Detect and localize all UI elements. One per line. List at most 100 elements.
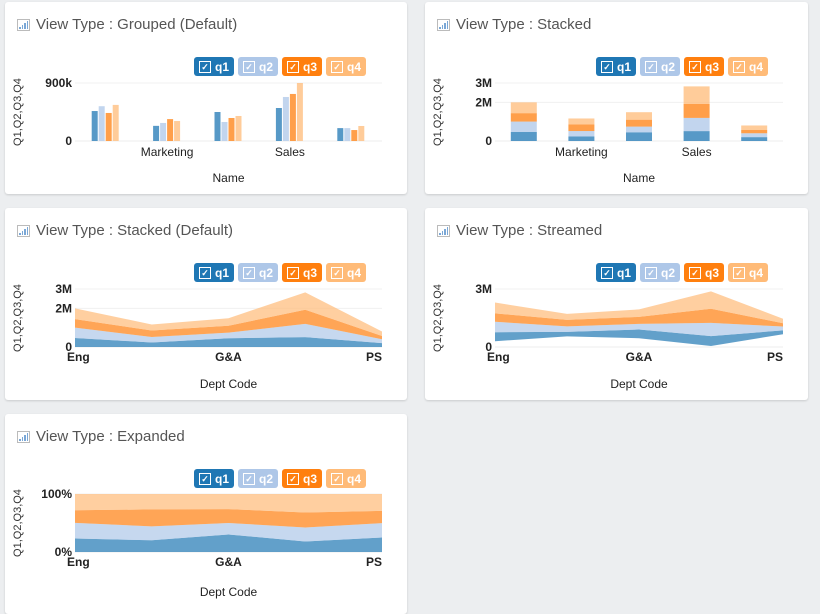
bar-q3[interactable] bbox=[683, 103, 710, 118]
y-axis-label: Q1,Q2,Q3,Q4 bbox=[432, 284, 444, 352]
area-q3[interactable] bbox=[75, 309, 382, 340]
bar-q1[interactable] bbox=[568, 136, 595, 141]
bar-q4[interactable] bbox=[741, 125, 768, 130]
bar-q1[interactable] bbox=[91, 111, 98, 141]
chart-title: View Type : Grouped (Default) bbox=[17, 16, 237, 33]
x-tick-label: Eng bbox=[67, 350, 90, 364]
bar-q3[interactable] bbox=[626, 119, 652, 127]
bar-q3[interactable] bbox=[568, 124, 595, 132]
bar-q3[interactable] bbox=[289, 93, 296, 141]
legend-toggle-q4[interactable]: ✓ q4 bbox=[326, 263, 366, 282]
bar-q3[interactable] bbox=[228, 117, 235, 141]
legend-toggle-q4[interactable]: ✓ q4 bbox=[326, 57, 366, 76]
x-tick-label: Eng bbox=[67, 555, 90, 569]
bar-q1[interactable] bbox=[153, 125, 160, 141]
bar-q3[interactable] bbox=[167, 119, 174, 141]
y-tick-label: 3M bbox=[55, 282, 72, 296]
y-tick-label: 0% bbox=[55, 545, 73, 559]
bar-q1[interactable] bbox=[214, 112, 221, 141]
area-q1[interactable] bbox=[495, 329, 783, 346]
chart-plot: Q1,Q2,Q3,Q4 Name 0 900k Marketing Sales bbox=[12, 76, 382, 185]
legend-toggle-q3[interactable]: ✓ q3 bbox=[282, 263, 322, 282]
bar-q4[interactable] bbox=[568, 118, 595, 125]
bar-q4[interactable] bbox=[510, 102, 537, 114]
legend-toggle-q1[interactable]: ✓ q1 bbox=[596, 263, 636, 282]
bar-q2[interactable] bbox=[510, 121, 537, 133]
legend: ✓ q1 ✓ q2 ✓ q3 ✓ q4 bbox=[596, 263, 768, 282]
bar-q2[interactable] bbox=[221, 121, 228, 141]
x-tick-label: Sales bbox=[275, 145, 305, 159]
area-q3[interactable] bbox=[75, 509, 382, 528]
bar-q3[interactable] bbox=[105, 112, 112, 141]
chart-plot: Q1,Q2,Q3,Q4 Dept Code 0 2M 3M Eng G&A PS bbox=[12, 282, 382, 391]
area-q4[interactable] bbox=[75, 292, 382, 336]
area-q2[interactable] bbox=[75, 522, 382, 542]
bar-q4[interactable] bbox=[683, 86, 710, 104]
legend-toggle-q2[interactable]: ✓ q2 bbox=[238, 263, 278, 282]
legend-toggle-q4[interactable]: ✓ q4 bbox=[728, 263, 768, 282]
bar-q1[interactable] bbox=[337, 128, 344, 141]
legend: ✓ q1 ✓ q2 ✓ q3 ✓ q4 bbox=[194, 263, 366, 282]
bar-q1[interactable] bbox=[626, 132, 652, 141]
x-axis-label: Dept Code bbox=[200, 377, 258, 391]
bar-q3[interactable] bbox=[351, 130, 358, 141]
bar-chart-icon bbox=[17, 430, 30, 443]
legend-toggle-q1[interactable]: ✓ q1 bbox=[194, 469, 234, 488]
bar-q2[interactable] bbox=[98, 106, 105, 141]
bar-q4[interactable] bbox=[174, 121, 181, 141]
bar-q1[interactable] bbox=[510, 132, 537, 141]
area-q2[interactable] bbox=[495, 321, 783, 337]
legend-toggle-q3[interactable]: ✓ q3 bbox=[282, 469, 322, 488]
legend-toggle-q1[interactable]: ✓ q1 bbox=[194, 57, 234, 76]
chart-title: View Type : Stacked bbox=[437, 16, 591, 33]
area-q3[interactable] bbox=[495, 308, 783, 327]
bar-q2[interactable] bbox=[282, 96, 289, 141]
area-q1[interactable] bbox=[75, 337, 382, 347]
y-tick-label: 0 bbox=[65, 340, 72, 354]
bar-q1[interactable] bbox=[275, 108, 282, 141]
checkbox-checked-icon: ✓ bbox=[600, 266, 613, 279]
legend-toggle-q3[interactable]: ✓ q3 bbox=[282, 57, 322, 76]
y-axis-label: Q1,Q2,Q3,Q4 bbox=[12, 489, 24, 557]
chart-card: View Type : Stacked (Default) ✓ q1 ✓ q2 ✓ q3 ✓ q… bbox=[5, 208, 407, 400]
chart-plot: Q1,Q2,Q3,Q4 Name 0 2M 3M Marketing Sales bbox=[432, 76, 783, 185]
y-tick-label: 3M bbox=[475, 282, 492, 296]
legend-toggle-q3[interactable]: ✓ q3 bbox=[684, 57, 724, 76]
legend-toggle-q1[interactable]: ✓ q1 bbox=[596, 57, 636, 76]
bar-q2[interactable] bbox=[626, 126, 652, 133]
area-q4[interactable] bbox=[495, 291, 783, 324]
bar-q4[interactable] bbox=[626, 112, 652, 120]
legend-toggle-q2[interactable]: ✓ q2 bbox=[640, 263, 680, 282]
bar-q2[interactable] bbox=[568, 131, 595, 137]
checkbox-checked-icon: ✓ bbox=[286, 472, 299, 485]
bar-q2[interactable] bbox=[160, 122, 167, 141]
x-tick-label: G&A bbox=[215, 555, 242, 569]
legend-toggle-q2[interactable]: ✓ q2 bbox=[238, 469, 278, 488]
legend-toggle-q2[interactable]: ✓ q2 bbox=[238, 57, 278, 76]
legend-toggle-q2[interactable]: ✓ q2 bbox=[640, 57, 680, 76]
bar-q1[interactable] bbox=[683, 131, 710, 141]
bar-q4[interactable] bbox=[235, 115, 242, 141]
chart-card: View Type : Grouped (Default) ✓ q1 ✓ q2 ✓ q3 ✓ q… bbox=[5, 2, 407, 194]
bar-q2[interactable] bbox=[344, 128, 351, 141]
area-q4[interactable] bbox=[75, 494, 382, 513]
legend-toggle-q1[interactable]: ✓ q1 bbox=[194, 263, 234, 282]
bar-q4[interactable] bbox=[296, 83, 303, 141]
legend-toggle-q4[interactable]: ✓ q4 bbox=[326, 469, 366, 488]
bar-chart-icon bbox=[437, 18, 450, 31]
bar-q4[interactable] bbox=[112, 104, 119, 141]
bar-q3[interactable] bbox=[741, 129, 768, 134]
legend-toggle-q3[interactable]: ✓ q3 bbox=[684, 263, 724, 282]
bar-q2[interactable] bbox=[741, 133, 768, 138]
bar-q3[interactable] bbox=[510, 113, 537, 122]
checkbox-checked-icon: ✓ bbox=[242, 60, 255, 73]
bar-q4[interactable] bbox=[358, 125, 365, 141]
bar-chart-icon bbox=[437, 224, 450, 237]
x-axis-label: Name bbox=[212, 171, 244, 185]
checkbox-checked-icon: ✓ bbox=[198, 266, 211, 279]
legend-toggle-q4[interactable]: ✓ q4 bbox=[728, 57, 768, 76]
bar-q2[interactable] bbox=[683, 117, 710, 132]
bar-q1[interactable] bbox=[741, 137, 768, 141]
area-q2[interactable] bbox=[75, 323, 382, 344]
area-q1[interactable] bbox=[75, 534, 382, 552]
